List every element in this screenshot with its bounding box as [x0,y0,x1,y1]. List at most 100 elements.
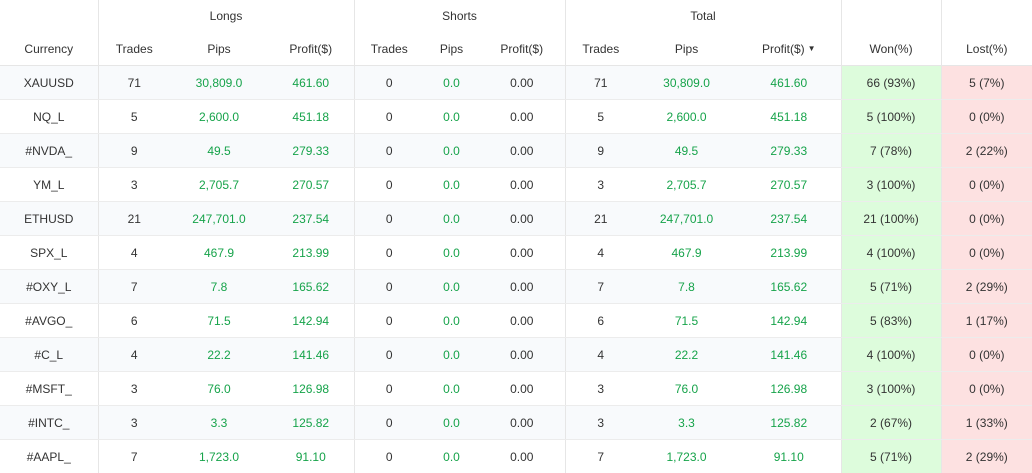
cell-short-trades: 0 [353,405,424,440]
cell-long-pips: 2,600.0 [170,99,268,134]
col-header-short-trades[interactable]: Trades [353,32,424,66]
cell-long-trades: 71 [97,65,170,100]
col-header-long-trades[interactable]: Trades [97,32,170,66]
table-row[interactable]: NQ_L 5 2,600.0 451.18 0 0.0 0.00 5 2,600.0 451.18… [0,99,1032,134]
cell-currency: SPX_L [0,235,98,270]
sort-desc-icon: ▼ [807,43,816,53]
cell-won: 5 (71%) [840,439,942,473]
col-header-long-pips[interactable]: Pips [170,32,268,66]
cell-won: 2 (67%) [840,405,942,440]
cell-won: 66 (93%) [840,65,942,100]
group-header-longs: Longs [97,0,354,32]
column-header-row: Currency Trades Pips Profit($) Trades Pi… [0,32,1032,66]
cell-lost: 2 (22%) [940,133,1032,168]
table-row[interactable]: #NVDA_ 9 49.5 279.33 0 0.0 0.00 9 49.5 279.33 7 (7… [0,133,1032,168]
cell-lost: 0 (0%) [940,235,1032,270]
col-header-total-profit-label: Profit($) [761,41,805,56]
cell-total-pips: 22.2 [636,337,738,372]
cell-short-pips: 0.0 [424,337,479,372]
cell-long-trades: 4 [97,235,170,270]
cell-long-trades: 7 [97,269,170,304]
cell-short-trades: 0 [353,167,424,202]
cell-won: 3 (100%) [840,371,942,406]
cell-long-profit: 451.18 [268,99,354,134]
cell-currency: #C_L [0,337,98,372]
table-row[interactable]: ETHUSD 21 247,701.0 237.54 0 0.0 0.00 21 247,701… [0,201,1032,236]
cell-total-trades: 7 [564,439,637,473]
cell-long-profit: 91.10 [268,439,354,473]
table-row[interactable]: YM_L 3 2,705.7 270.57 0 0.0 0.00 3 2,705.7 270.57… [0,167,1032,202]
cell-short-profit: 0.00 [479,133,566,168]
cell-won: 4 (100%) [840,337,942,372]
cell-total-trades: 71 [564,65,637,100]
cell-currency: #NVDA_ [0,133,98,168]
col-header-short-pips[interactable]: Pips [424,32,479,66]
cell-won: 21 (100%) [840,201,942,236]
cell-short-pips: 0.0 [424,303,479,338]
cell-short-pips: 0.0 [424,65,479,100]
cell-total-trades: 3 [564,405,637,440]
cell-short-trades: 0 [353,99,424,134]
cell-lost: 2 (29%) [940,439,1032,473]
cell-long-pips: 1,723.0 [170,439,268,473]
cell-long-pips: 76.0 [170,371,268,406]
cell-short-trades: 0 [353,371,424,406]
cell-total-trades: 5 [564,99,637,134]
cell-short-pips: 0.0 [424,405,479,440]
table-row[interactable]: SPX_L 4 467.9 213.99 0 0.0 0.00 4 467.9 213.99 4 (… [0,235,1032,270]
table-row[interactable]: #INTC_ 3 3.3 125.82 0 0.0 0.00 3 3.3 125.82 2 (67%… [0,405,1032,440]
cell-short-profit: 0.00 [479,405,566,440]
cell-total-profit: 91.10 [737,439,842,473]
cell-total-profit: 279.33 [737,133,842,168]
cell-long-profit: 461.60 [268,65,354,100]
cell-long-profit: 126.98 [268,371,354,406]
cell-currency: XAUUSD [0,65,98,100]
cell-long-trades: 21 [97,201,170,236]
col-header-long-profit[interactable]: Profit($) [268,32,354,66]
cell-long-profit: 270.57 [268,167,354,202]
cell-total-pips: 467.9 [636,235,738,270]
table-row[interactable]: #OXY_L 7 7.8 165.62 0 0.0 0.00 7 7.8 165.62 5 (71%… [0,269,1032,304]
cell-won: 5 (71%) [840,269,942,304]
table-row[interactable]: #AAPL_ 7 1,723.0 91.10 0 0.0 0.00 7 1,723.0 91.10… [0,439,1032,473]
cell-total-pips: 49.5 [636,133,738,168]
cell-total-profit: 142.94 [737,303,842,338]
cell-long-pips: 7.8 [170,269,268,304]
cell-total-pips: 247,701.0 [636,201,738,236]
cell-long-pips: 49.5 [170,133,268,168]
table-row[interactable]: #MSFT_ 3 76.0 126.98 0 0.0 0.00 3 76.0 126.98 3 (1… [0,371,1032,406]
cell-total-profit: 237.54 [737,201,842,236]
cell-lost: 0 (0%) [940,201,1032,236]
cell-total-trades: 4 [564,337,637,372]
col-header-total-profit[interactable]: Profit($) ▼ [737,32,842,66]
cell-total-profit: 126.98 [737,371,842,406]
cell-total-pips: 2,705.7 [636,167,738,202]
cell-won: 5 (100%) [840,99,942,134]
table-row[interactable]: #AVGO_ 6 71.5 142.94 0 0.0 0.00 6 71.5 142.94 5 (8… [0,303,1032,338]
col-header-total-pips[interactable]: Pips [636,32,738,66]
cell-short-profit: 0.00 [479,371,566,406]
cell-short-profit: 0.00 [479,235,566,270]
col-header-total-trades[interactable]: Trades [564,32,637,66]
cell-short-pips: 0.0 [424,167,479,202]
cell-long-profit: 142.94 [268,303,354,338]
col-header-lost[interactable]: Lost(%) [940,32,1032,66]
table-row[interactable]: XAUUSD 71 30,809.0 461.60 0 0.0 0.00 71 30,809.0… [0,65,1032,100]
cell-total-profit: 451.18 [737,99,842,134]
cell-long-trades: 3 [97,405,170,440]
col-header-currency[interactable]: Currency [0,32,98,66]
col-header-won[interactable]: Won(%) [840,32,942,66]
cell-currency: NQ_L [0,99,98,134]
cell-total-pips: 1,723.0 [636,439,738,473]
cell-short-trades: 0 [353,133,424,168]
cell-short-pips: 0.0 [424,201,479,236]
cell-long-pips: 467.9 [170,235,268,270]
cell-currency: #AAPL_ [0,439,98,473]
col-header-short-profit[interactable]: Profit($) [479,32,566,66]
cell-total-profit: 125.82 [737,405,842,440]
table-row[interactable]: #C_L 4 22.2 141.46 0 0.0 0.00 4 22.2 141.46 4 (100… [0,337,1032,372]
cell-short-pips: 0.0 [424,99,479,134]
cell-long-trades: 3 [97,167,170,202]
cell-total-profit: 165.62 [737,269,842,304]
